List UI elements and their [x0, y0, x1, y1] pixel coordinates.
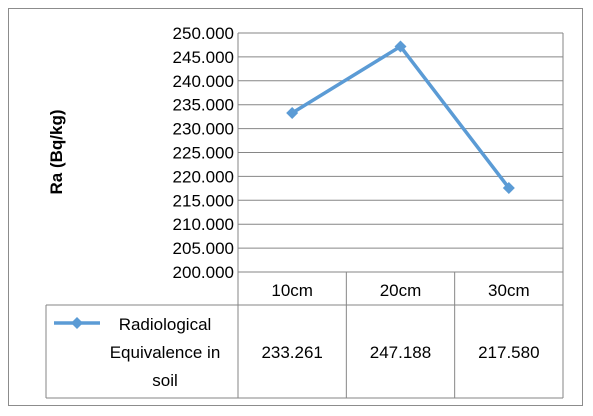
y-tick-label: 205.000 [173, 239, 234, 258]
y-tick-label: 250.000 [173, 24, 234, 43]
y-tick-label: 210.000 [173, 215, 234, 234]
y-axis-label: Ra (Bq/kg) [47, 110, 66, 195]
x-tick-label: 10cm [271, 281, 313, 300]
legend-label: soil [152, 371, 178, 390]
chart-frame [8, 8, 583, 406]
y-tick-label: 220.000 [173, 167, 234, 186]
x-tick-label: 30cm [488, 281, 530, 300]
data-point [394, 40, 407, 53]
table-value-cell: 217.580 [478, 343, 539, 362]
series-line [291, 44, 511, 190]
y-tick-label: 230.000 [173, 120, 234, 139]
legend-key-marker [71, 317, 83, 329]
y-tick-label: 215.000 [173, 191, 234, 210]
y-tick-label: 200.000 [173, 263, 234, 282]
table-value-cell: 247.188 [370, 343, 431, 362]
data-point [286, 107, 299, 120]
data-point [502, 181, 515, 194]
y-tick-label: 235.000 [173, 96, 234, 115]
y-tick-label: 225.000 [173, 144, 234, 163]
table-value-cell: 233.261 [261, 343, 322, 362]
y-tick-label: 245.000 [173, 48, 234, 67]
y-tick-label: 240.000 [173, 72, 234, 91]
legend-label: Radiological [119, 315, 212, 334]
x-tick-label: 20cm [380, 281, 422, 300]
legend-label: Equivalence in [110, 343, 221, 362]
